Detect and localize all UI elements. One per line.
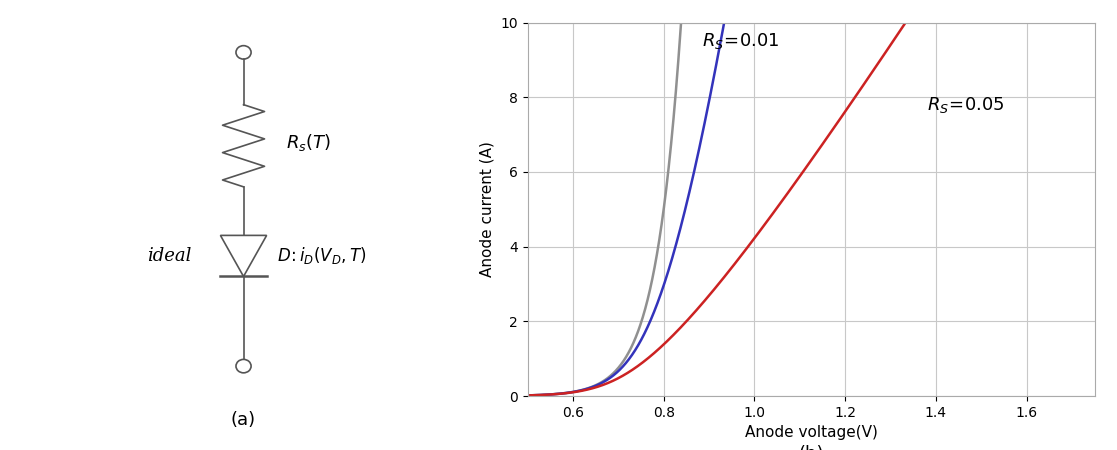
Text: $D\!: i_D(V_D, T)$: $D\!: i_D(V_D, T)$ [277, 245, 366, 266]
Text: $R_s(T)$: $R_s(T)$ [286, 131, 331, 153]
Y-axis label: Anode current (A): Anode current (A) [479, 141, 495, 277]
Text: (a): (a) [231, 411, 256, 429]
X-axis label: Anode voltage(V): Anode voltage(V) [745, 425, 878, 440]
Text: ideal: ideal [147, 247, 191, 265]
Text: $R_S\!=\!0.01$: $R_S\!=\!0.01$ [701, 31, 780, 51]
Text: (b): (b) [799, 445, 824, 450]
Text: $R_S\!=\!0.05$: $R_S\!=\!0.05$ [927, 94, 1004, 115]
